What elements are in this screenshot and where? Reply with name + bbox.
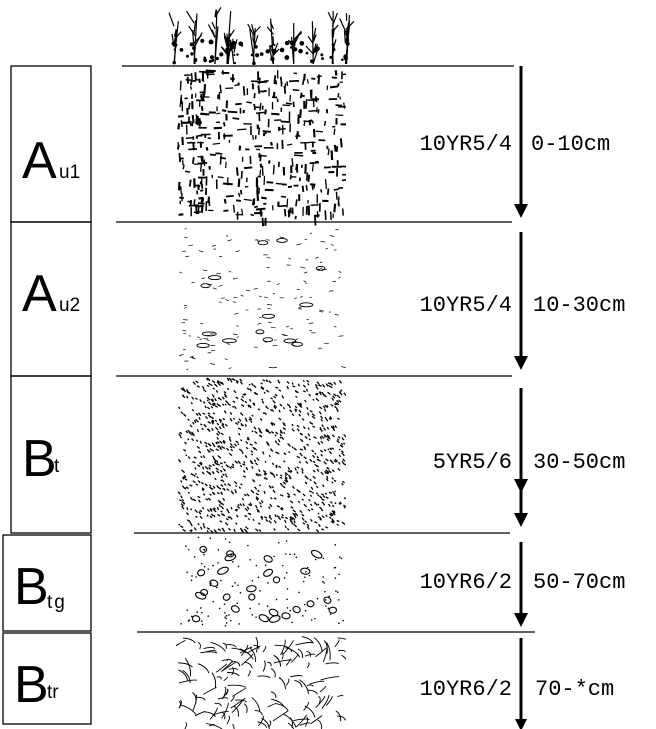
depth-arrows <box>514 66 528 729</box>
depth-range-2: 10-30cm <box>533 293 625 318</box>
soil-texture-cracked <box>176 636 346 729</box>
munsell-colors: 10YR5/4 10YR5/4 5YR5/6 10YR6/2 10YR6/2 <box>420 132 512 702</box>
vegetation-icon <box>168 7 355 66</box>
soil-texture-vertical-streaks <box>176 69 346 227</box>
soil-texture-sparse-flecks <box>179 228 346 371</box>
munsell-color-1: 10YR5/4 <box>420 132 512 157</box>
horizon-suffix: tg <box>47 592 67 613</box>
horizon-label-2: A u2 <box>22 265 80 323</box>
soil-column <box>176 69 346 729</box>
arrow-down-icon <box>515 638 527 729</box>
arrow-down-icon <box>514 388 528 493</box>
horizon-suffix: t <box>54 456 60 477</box>
arrow-down-icon <box>514 486 528 527</box>
soil-texture-dense-dots <box>177 377 346 534</box>
horizon-main-letter: B <box>14 656 49 714</box>
arrow-down-icon <box>514 542 528 627</box>
horizon-main-letter: A <box>22 265 57 323</box>
horizon-label-boxes <box>2 65 92 725</box>
horizon-main-letter: B <box>22 430 57 488</box>
arrow-down-icon <box>514 232 528 370</box>
horizon-label-3: B t <box>22 430 60 488</box>
munsell-color-4: 10YR6/2 <box>420 570 512 595</box>
depth-ranges: 0-10cm 10-30cm 30-50cm 50-70cm 70-*cm <box>531 132 625 702</box>
horizon-main-letter: A <box>22 132 57 190</box>
depth-range-4: 50-70cm <box>533 570 625 595</box>
horizon-suffix: u1 <box>59 162 80 183</box>
horizon-suffix: u2 <box>59 295 80 316</box>
horizon-label-5: B tr <box>14 656 59 714</box>
munsell-color-5: 10YR6/2 <box>420 677 512 702</box>
depth-range-1: 0-10cm <box>531 132 610 157</box>
horizon-label-box <box>2 632 92 725</box>
horizon-label-4: B tg <box>14 558 67 616</box>
munsell-color-3: 5YR5/6 <box>433 450 512 475</box>
horizon-suffix: tr <box>47 682 59 703</box>
horizon-boundaries <box>116 65 535 633</box>
soil-texture-ovals <box>180 536 344 627</box>
depth-range-5: 70-*cm <box>535 677 614 702</box>
depth-range-3: 30-50cm <box>533 450 625 475</box>
horizon-label-box <box>2 534 92 632</box>
arrow-down-icon <box>514 66 528 218</box>
munsell-color-2: 10YR5/4 <box>420 293 512 318</box>
horizon-label-1: A u1 <box>22 132 80 190</box>
horizon-label-box <box>10 375 92 534</box>
horizon-main-letter: B <box>14 558 49 616</box>
